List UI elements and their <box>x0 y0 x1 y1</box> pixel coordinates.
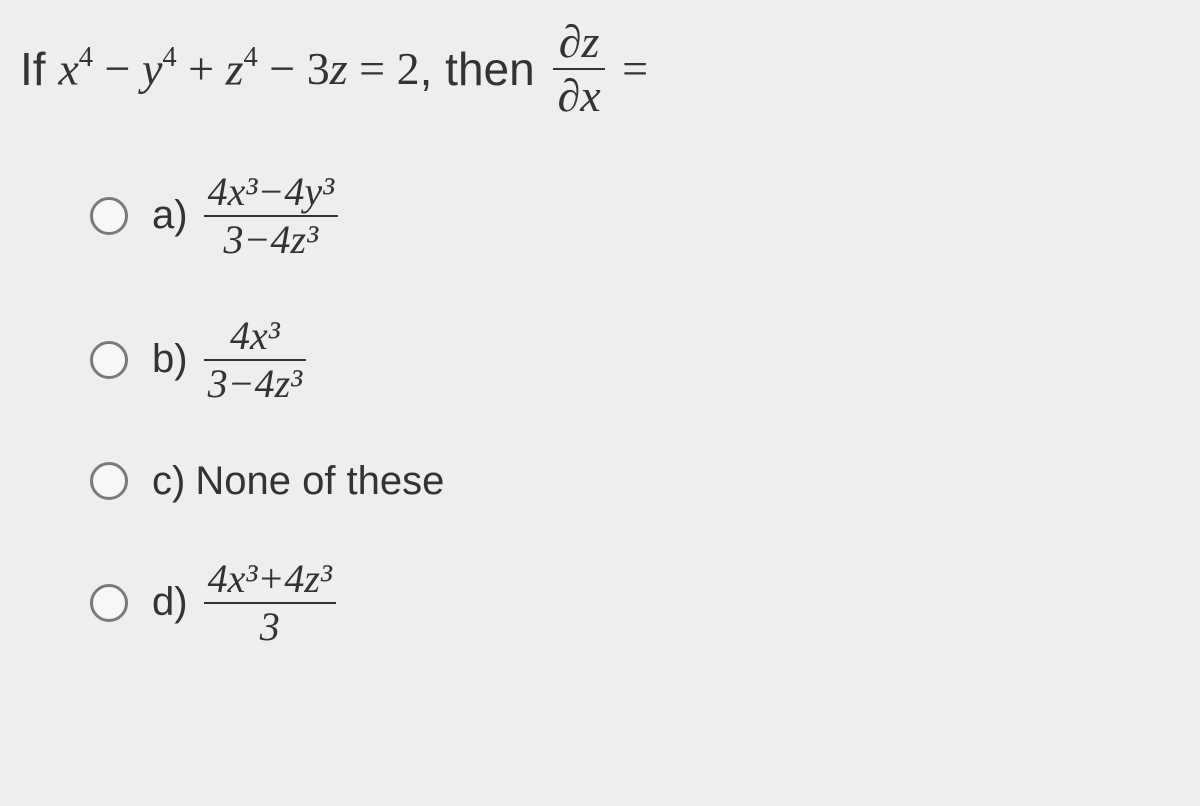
q-z4: z4 <box>226 44 258 95</box>
option-d-label: d) 4x³+4z³ 3 <box>152 558 342 648</box>
option-b[interactable]: b) 4x³ 3−4z³ <box>90 315 1178 405</box>
option-b-fraction: 4x³ 3−4z³ <box>204 315 307 405</box>
q-dzdx: ∂z ∂x <box>553 18 604 121</box>
q-prefix: If <box>20 44 58 95</box>
q-plus: + <box>177 44 226 95</box>
q-minus3z: − 3 <box>258 44 330 95</box>
option-d[interactable]: d) 4x³+4z³ 3 <box>90 558 1178 648</box>
option-b-label: b) 4x³ 3−4z³ <box>152 315 312 405</box>
q-y4: y4 <box>142 44 177 95</box>
radio-b[interactable] <box>90 341 128 379</box>
q-eq2: = 2 <box>348 44 420 95</box>
q-minus1: − <box>93 44 142 95</box>
q-equals: = <box>611 44 648 95</box>
q-then: , then <box>420 44 548 95</box>
option-d-fraction: 4x³+4z³ 3 <box>204 558 336 648</box>
option-c-label: c) None of these <box>152 459 444 504</box>
q-x4: x4 <box>58 44 93 95</box>
q-z: z <box>330 44 348 95</box>
option-a-fraction: 4x³−4y³ 3−4z³ <box>204 171 338 261</box>
radio-c[interactable] <box>90 462 128 500</box>
question-text: If x4 − y4 + z4 − 3 z = 2 , then ∂z ∂x = <box>20 18 1178 121</box>
option-c[interactable]: c) None of these <box>90 459 1178 504</box>
option-a[interactable]: a) 4x³−4y³ 3−4z³ <box>90 171 1178 261</box>
options-group: a) 4x³−4y³ 3−4z³ b) 4x³ 3−4z³ <box>20 171 1178 648</box>
radio-d[interactable] <box>90 584 128 622</box>
radio-a[interactable] <box>90 197 128 235</box>
option-a-label: a) 4x³−4y³ 3−4z³ <box>152 171 344 261</box>
